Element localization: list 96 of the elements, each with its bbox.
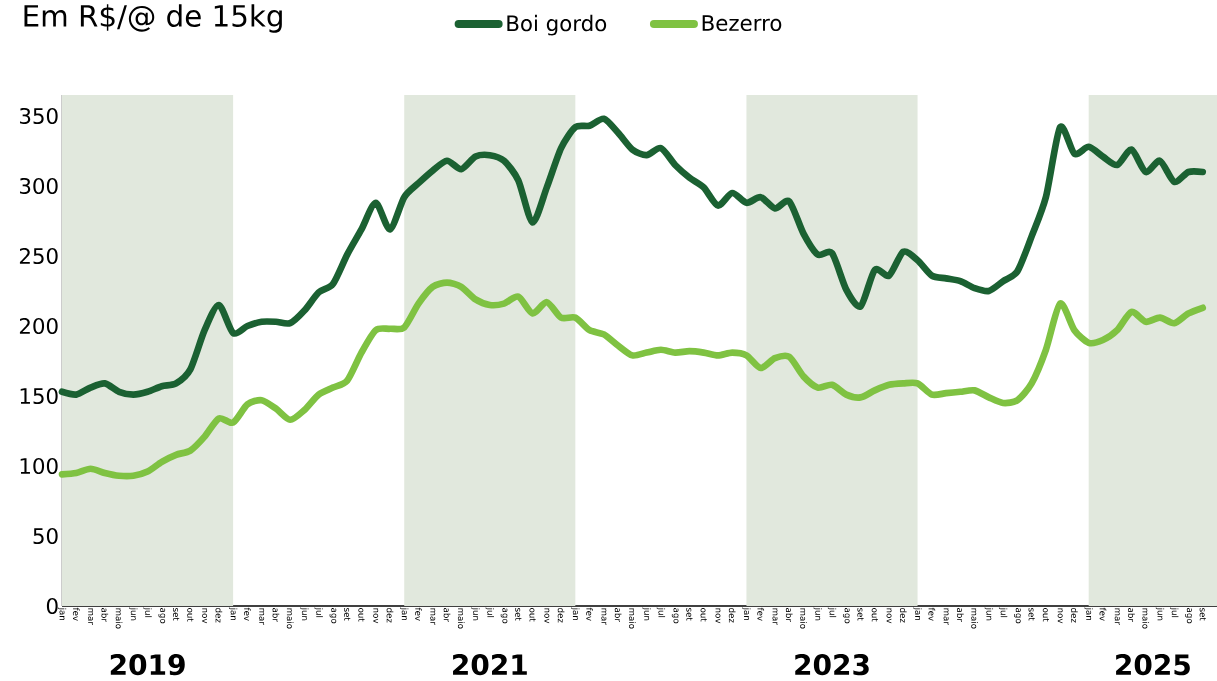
band-label: 2021 xyxy=(453,654,527,676)
y-tick-label: 300 xyxy=(19,177,58,195)
x-tick-label: fev xyxy=(586,607,593,621)
x-tick-label: jul xyxy=(485,607,494,618)
x-tick-label: set xyxy=(1199,608,1206,621)
band-label: 2025 xyxy=(1116,654,1190,676)
x-tick-label: out xyxy=(1042,608,1049,622)
x-tick-label: fev xyxy=(415,607,422,621)
x-tick-label: maio xyxy=(629,608,636,629)
x-tick-label: dez xyxy=(728,608,736,623)
x-tick-label: mar xyxy=(943,608,949,625)
x-tick-label: mar xyxy=(259,608,265,625)
x-tick-label: mar xyxy=(601,608,607,625)
x-tick-label: jan xyxy=(742,607,751,621)
x-tick-label: ago xyxy=(158,608,166,624)
y-tick-label: 250 xyxy=(19,247,58,265)
x-tick-label: ago xyxy=(1014,608,1021,624)
x-tick-label: abr xyxy=(101,608,109,622)
x-tick-label: mar xyxy=(88,608,94,625)
x-tick-label: fev xyxy=(1099,607,1107,621)
x-tick-label: fev xyxy=(72,607,80,621)
x-tick-label: nov xyxy=(373,608,379,624)
x-tick-label: out xyxy=(187,608,194,622)
y-tick-label: 100 xyxy=(20,457,58,475)
x-tick-label: jun xyxy=(300,607,309,621)
band-label: 2023 xyxy=(795,654,869,676)
x-tick-label: jun xyxy=(984,607,994,621)
x-tick-label: fev xyxy=(928,607,936,621)
x-tick-label: jan xyxy=(400,607,409,621)
y-tick-label: 200 xyxy=(19,317,58,335)
x-tick-label: set xyxy=(686,608,693,621)
x-tick-label: abr xyxy=(956,608,964,622)
x-tick-label: dez xyxy=(215,608,223,623)
x-tick-label: abr xyxy=(272,608,280,622)
x-tick-label: maio xyxy=(1142,608,1150,629)
legend-label: Bezerro xyxy=(702,15,782,32)
x-tick-label: jun xyxy=(129,607,138,621)
chart-title: Em R$/@ de 15kg xyxy=(24,4,282,33)
y-tick-label: 350 xyxy=(19,107,58,125)
x-tick-label: jul xyxy=(827,607,837,618)
x-tick-label: dez xyxy=(557,608,565,623)
x-tick-label: set xyxy=(344,608,351,621)
x-tick-label: abr xyxy=(614,608,622,622)
x-tick-label: jul xyxy=(143,607,152,618)
x-tick-label: ago xyxy=(500,608,508,624)
x-tick-label: jun xyxy=(813,607,822,621)
x-tick-label: mar xyxy=(430,608,436,625)
x-tick-label: nov xyxy=(886,608,892,624)
x-tick-label: ago xyxy=(671,608,679,624)
x-tick-label: dez xyxy=(1071,608,1078,623)
x-tick-label: set xyxy=(172,608,180,621)
x-tick-label: abr xyxy=(785,608,793,622)
y-tick-label: 150 xyxy=(20,387,58,405)
x-tick-label: set xyxy=(857,608,864,621)
band-label: 2019 xyxy=(110,654,185,676)
x-tick-label: maio xyxy=(286,608,294,629)
x-tick-label: fev xyxy=(757,607,765,621)
x-tick-label: jul xyxy=(1170,607,1179,618)
y-tick-label: 50 xyxy=(33,527,58,545)
x-tick-label: out xyxy=(529,608,536,622)
x-tick-label: abr xyxy=(1128,608,1135,622)
x-tick-label: nov xyxy=(544,608,550,624)
x-tick-label: out xyxy=(358,608,365,622)
y-tick-label: 0 xyxy=(46,597,58,615)
x-tick-label: ago xyxy=(329,608,337,624)
x-tick-label: maio xyxy=(115,608,123,629)
x-tick-label: jan xyxy=(228,607,238,621)
x-tick-label: jul xyxy=(656,607,666,618)
x-tick-label: fev xyxy=(244,607,251,621)
x-tick-label: dez xyxy=(386,608,394,623)
x-tick-label: maio xyxy=(457,608,465,629)
x-tick-label: maio xyxy=(800,608,807,629)
x-tick-label: jul xyxy=(998,607,1008,618)
x-tick-label: dez xyxy=(899,608,907,623)
x-tick-label: nov xyxy=(202,608,208,624)
x-tick-label: jul xyxy=(314,607,323,618)
x-tick-label: set xyxy=(1028,608,1035,621)
x-tick-label: jun xyxy=(642,607,651,621)
x-tick-label: mar xyxy=(772,608,778,625)
x-tick-label: out xyxy=(871,608,878,622)
x-tick-label: ago xyxy=(1185,608,1192,624)
x-tick-label: abr xyxy=(443,608,451,622)
x-tick-label: set xyxy=(515,608,522,621)
x-tick-label: mar xyxy=(1114,608,1120,625)
x-tick-label: jan xyxy=(913,607,922,621)
legend-label: Boi gordo xyxy=(507,14,607,36)
x-tick-label: nov xyxy=(1057,608,1063,624)
x-tick-label: jan xyxy=(57,607,67,621)
x-tick-label: ago xyxy=(842,608,850,624)
x-tick-label: jan xyxy=(1084,607,1093,621)
x-tick-label: jan xyxy=(571,607,580,621)
x-tick-label: jun xyxy=(1155,607,1165,621)
x-tick-label: nov xyxy=(715,608,721,624)
x-tick-label: maio xyxy=(971,608,978,629)
x-tick-label: jun xyxy=(471,607,480,621)
x-tick-label: out xyxy=(700,608,707,622)
